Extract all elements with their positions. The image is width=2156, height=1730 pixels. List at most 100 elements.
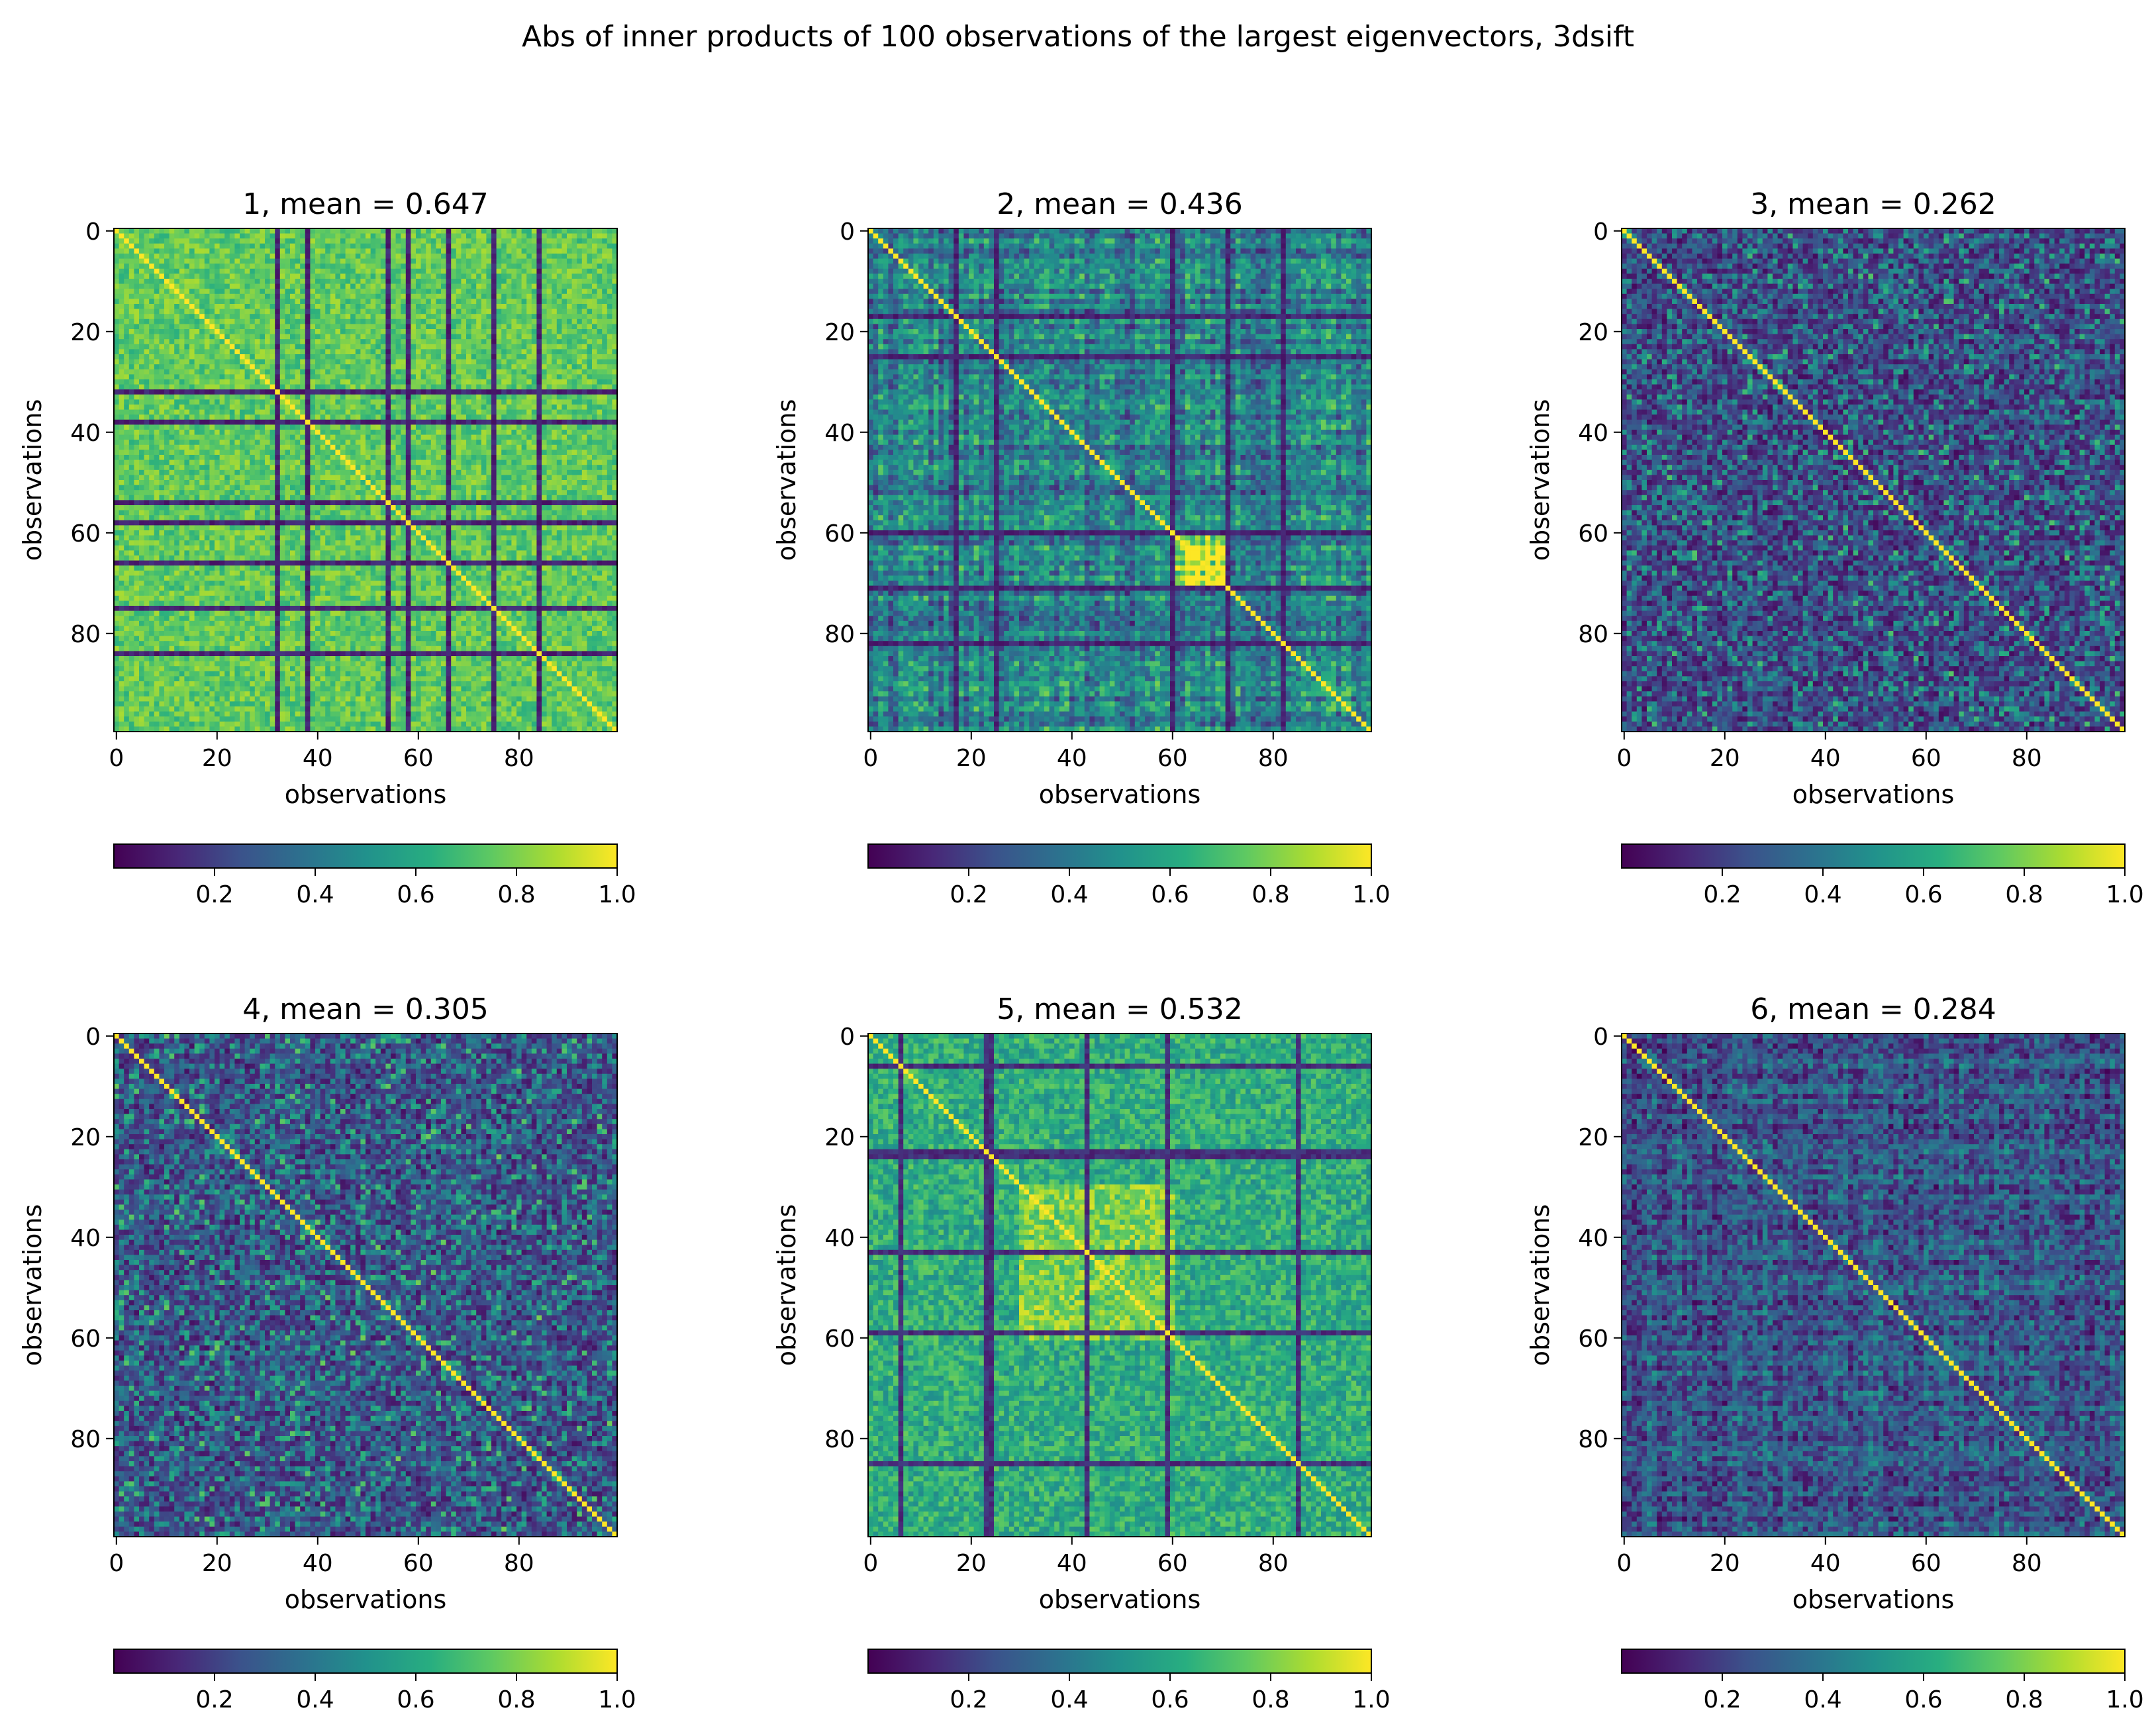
- heatmap-cell: [446, 329, 452, 334]
- heatmap-cell: [230, 299, 235, 304]
- heatmap-cell: [305, 329, 311, 334]
- heatmap-cell: [607, 273, 612, 279]
- heatmap-cell: [391, 234, 396, 239]
- heatmap-cell: [401, 354, 406, 360]
- heatmap-cell: [491, 294, 497, 299]
- heatmap-cell: [401, 329, 406, 334]
- heatmap-cell: [401, 244, 406, 249]
- heatmap-cell: [436, 329, 441, 334]
- heatmap-cell: [124, 273, 129, 279]
- heatmap-cell: [119, 299, 124, 304]
- heatmap-cell: [300, 344, 305, 350]
- heatmap-cell: [170, 324, 175, 329]
- heatmap-cell: [195, 349, 200, 354]
- heatmap-cell: [179, 248, 185, 254]
- heatmap-cell: [305, 339, 311, 344]
- heatmap-cell: [507, 324, 512, 329]
- heatmap-cell: [360, 299, 366, 304]
- heatmap-cell: [144, 279, 150, 284]
- heatmap-cell: [602, 273, 607, 279]
- heatmap-cell: [224, 279, 230, 284]
- heatmap-cell: [209, 248, 215, 254]
- heatmap-cell: [134, 294, 139, 299]
- heatmap-cell: [154, 228, 160, 234]
- heatmap-cell: [476, 273, 481, 279]
- heatmap-cell: [436, 289, 441, 294]
- heatmap-cell: [451, 238, 456, 244]
- heatmap-cell: [260, 319, 265, 324]
- heatmap-cell: [129, 349, 134, 354]
- heatmap-cell: [179, 354, 185, 360]
- heatmap-cell: [134, 314, 139, 319]
- heatmap-cell: [195, 319, 200, 324]
- heatmap-cell: [230, 264, 235, 269]
- heatmap-cell: [234, 279, 240, 284]
- heatmap-cell: [290, 284, 295, 289]
- heatmap-cell: [552, 319, 557, 324]
- heatmap-cell: [164, 264, 170, 269]
- heatmap-cell: [335, 254, 340, 259]
- heatmap-cell: [471, 299, 477, 304]
- heatmap-cell: [220, 234, 225, 239]
- heatmap-cell: [381, 264, 386, 269]
- heatmap-cell: [275, 279, 280, 284]
- heatmap-cell: [234, 324, 240, 329]
- heatmap-cell: [466, 238, 471, 244]
- heatmap-cell: [280, 284, 285, 289]
- heatmap-cell: [230, 234, 235, 239]
- heatmap-cell: [144, 228, 150, 234]
- heatmap-cell: [356, 234, 361, 239]
- heatmap-cell: [134, 354, 139, 360]
- heatmap-cell: [230, 319, 235, 324]
- heatmap-cell: [366, 248, 371, 254]
- heatmap-cell: [461, 238, 466, 244]
- heatmap-cell: [114, 289, 119, 294]
- heatmap-cell: [391, 299, 396, 304]
- heatmap-cell: [582, 344, 587, 350]
- heatmap-cell: [144, 354, 150, 360]
- heatmap-cell: [209, 324, 215, 329]
- heatmap-cell: [260, 264, 265, 269]
- heatmap-cell: [547, 294, 552, 299]
- heatmap-cell: [536, 349, 542, 354]
- heatmap-cell: [234, 354, 240, 360]
- heatmap-cell: [280, 309, 285, 314]
- heatmap-cell: [265, 254, 270, 259]
- heatmap-cell: [360, 344, 366, 350]
- heatmap-cell: [340, 284, 346, 289]
- heatmap-cell: [260, 228, 265, 234]
- heatmap-cell: [471, 279, 477, 284]
- heatmap-cell: [516, 284, 522, 289]
- heatmap-cell: [114, 244, 119, 249]
- heatmap-cell: [310, 349, 315, 354]
- heatmap-cell: [396, 304, 401, 309]
- heatmap-cell: [234, 254, 240, 259]
- heatmap-cell: [497, 269, 502, 274]
- heatmap-cell: [174, 284, 179, 289]
- heatmap-cell: [164, 354, 170, 360]
- heatmap-cell: [431, 228, 436, 234]
- heatmap-cell: [320, 284, 326, 289]
- heatmap-cell: [582, 238, 587, 244]
- heatmap-cell: [552, 244, 557, 249]
- heatmap-cell: [189, 324, 195, 329]
- heatmap-cell: [310, 309, 315, 314]
- heatmap-cell: [426, 269, 431, 274]
- heatmap-cell: [240, 294, 245, 299]
- heatmap-cell: [245, 294, 250, 299]
- heatmap-cell: [481, 273, 487, 279]
- heatmap-cell: [562, 269, 567, 274]
- heatmap-cell: [552, 349, 557, 354]
- heatmap-cell: [366, 254, 371, 259]
- heatmap-cell: [557, 264, 562, 269]
- heatmap-cell: [476, 294, 481, 299]
- heatmap-cell: [366, 234, 371, 239]
- heatmap-cell: [431, 259, 436, 264]
- heatmap-cell: [486, 304, 491, 309]
- heatmap-cell: [159, 244, 164, 249]
- heatmap-cell: [184, 314, 189, 319]
- heatmap-cell: [451, 314, 456, 319]
- heatmap-cell: [501, 329, 507, 334]
- heatmap-cell: [466, 289, 471, 294]
- heatmap-cell: [209, 309, 215, 314]
